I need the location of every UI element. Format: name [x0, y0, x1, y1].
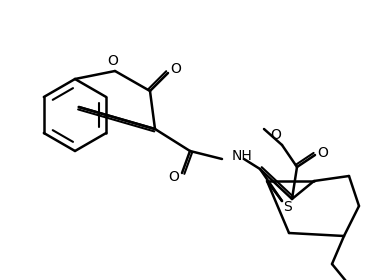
Text: O: O: [169, 170, 180, 184]
Text: O: O: [108, 54, 119, 68]
Text: O: O: [171, 62, 181, 76]
Text: S: S: [283, 200, 292, 214]
Text: O: O: [270, 128, 282, 142]
Text: O: O: [318, 146, 328, 160]
Text: NH: NH: [232, 149, 253, 163]
